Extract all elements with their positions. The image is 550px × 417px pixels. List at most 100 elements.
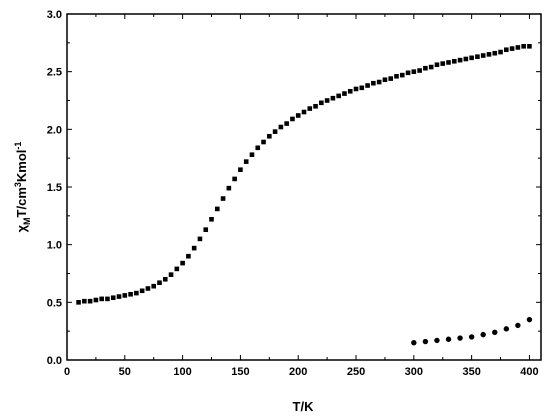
data-point-square bbox=[446, 60, 451, 65]
x-tick-label: 100 bbox=[173, 366, 191, 378]
data-point-square bbox=[509, 46, 515, 51]
x-tick-label: 300 bbox=[405, 366, 423, 378]
data-point-square bbox=[475, 54, 480, 59]
data-point-circle bbox=[503, 326, 510, 332]
data-point-square bbox=[249, 152, 255, 158]
data-point-square bbox=[238, 167, 243, 172]
plot-area: 0 50 100 150 200 250 300 350 400 0.0 0.5 1.0 1.5 2.0 2… bbox=[47, 9, 542, 378]
data-point-square bbox=[411, 69, 417, 74]
data-point-square bbox=[498, 49, 503, 55]
data-point-square bbox=[87, 298, 93, 304]
data-point-square bbox=[469, 55, 474, 61]
data-point-square bbox=[186, 253, 191, 259]
data-point-square bbox=[243, 159, 249, 164]
data-point-square bbox=[394, 73, 399, 79]
data-point-square bbox=[463, 56, 469, 62]
x-tick-label: 250 bbox=[347, 366, 365, 378]
data-point-square bbox=[290, 116, 295, 122]
data-point-square bbox=[110, 295, 116, 301]
data-point-square bbox=[492, 50, 498, 56]
y-axis-title-subscript: M bbox=[22, 217, 32, 225]
data-point-square bbox=[105, 296, 110, 302]
data-point-square bbox=[405, 70, 411, 76]
data-point-circle bbox=[434, 337, 440, 344]
data-point-square bbox=[515, 45, 521, 50]
data-point-square bbox=[180, 260, 185, 266]
data-point-square bbox=[82, 298, 87, 304]
data-point-square bbox=[157, 280, 162, 286]
data-point-square bbox=[232, 176, 237, 182]
data-point-square bbox=[99, 296, 104, 302]
data-point-square bbox=[301, 109, 307, 115]
data-point-square bbox=[319, 100, 324, 106]
data-point-square bbox=[342, 91, 347, 96]
y-tick-label: 1.0 bbox=[47, 240, 62, 252]
data-point-square bbox=[399, 72, 405, 78]
data-point-square bbox=[307, 106, 313, 111]
data-point-square bbox=[128, 291, 133, 297]
data-point-square bbox=[220, 196, 226, 201]
data-point-circle bbox=[468, 334, 475, 340]
x-tick-label: 50 bbox=[119, 366, 131, 378]
data-point-circle bbox=[480, 331, 486, 338]
data-point-square bbox=[168, 272, 174, 277]
data-point-square bbox=[255, 145, 261, 151]
data-point-square bbox=[145, 286, 151, 291]
data-point-square bbox=[139, 288, 145, 294]
data-point-square bbox=[417, 68, 422, 73]
data-point-square bbox=[284, 121, 289, 126]
data-point-square bbox=[174, 266, 180, 272]
y-tick-label: 2.5 bbox=[47, 67, 62, 79]
y-axis-title-prefix: χ bbox=[14, 224, 29, 232]
data-point-square bbox=[272, 129, 278, 134]
data-point-square bbox=[347, 88, 353, 94]
data-point-circle bbox=[422, 338, 429, 345]
data-point-square bbox=[504, 47, 509, 53]
data-point-square bbox=[451, 58, 457, 64]
data-point-circle bbox=[492, 329, 498, 336]
y-tick-label: 0.5 bbox=[47, 297, 62, 309]
data-point-square bbox=[440, 61, 446, 66]
x-tick-label: 0 bbox=[64, 366, 70, 378]
data-point-square bbox=[382, 77, 388, 83]
data-point-square bbox=[521, 43, 526, 49]
data-point-square bbox=[428, 64, 434, 70]
data-point-circle bbox=[457, 335, 463, 341]
y-axis-title-after: Kmol bbox=[14, 150, 29, 183]
data-point-square bbox=[134, 290, 139, 296]
data-point-square bbox=[116, 294, 122, 299]
data-point-square bbox=[162, 276, 168, 282]
data-point-square bbox=[365, 83, 370, 88]
x-tick-label: 200 bbox=[289, 366, 307, 378]
plot-frame bbox=[66, 13, 542, 361]
y-axis-title: χMT/cm3Kmol-1 bbox=[13, 142, 32, 233]
data-point-square bbox=[376, 79, 382, 85]
data-point-square bbox=[151, 283, 157, 289]
data-point-square bbox=[93, 297, 99, 303]
data-point-square bbox=[76, 300, 81, 305]
data-point-square bbox=[214, 206, 220, 212]
data-point-square bbox=[313, 103, 318, 109]
data-point-square bbox=[267, 133, 272, 139]
y-tick-label: 2.0 bbox=[47, 124, 62, 136]
data-point-square bbox=[226, 185, 232, 191]
data-point-circle bbox=[515, 322, 521, 329]
data-point-square bbox=[191, 245, 197, 251]
data-point-square bbox=[209, 216, 214, 222]
data-point-square bbox=[388, 76, 394, 81]
data-point-square bbox=[324, 98, 330, 103]
y-axis-title-middle: T/cm bbox=[14, 187, 29, 217]
data-point-square bbox=[480, 53, 486, 58]
data-point-square bbox=[203, 227, 209, 232]
data-point-circle bbox=[411, 340, 417, 346]
data-point-square bbox=[122, 293, 128, 298]
data-point-square bbox=[359, 85, 365, 91]
data-point-square bbox=[278, 124, 284, 130]
x-tick-label: 150 bbox=[231, 366, 249, 378]
data-point-square bbox=[371, 80, 376, 86]
y-tick-label: 1.5 bbox=[47, 182, 62, 194]
data-point-square bbox=[336, 93, 341, 99]
y-axis-title-exponent: -1 bbox=[13, 142, 23, 150]
y-tick-label: 0.0 bbox=[47, 355, 62, 367]
